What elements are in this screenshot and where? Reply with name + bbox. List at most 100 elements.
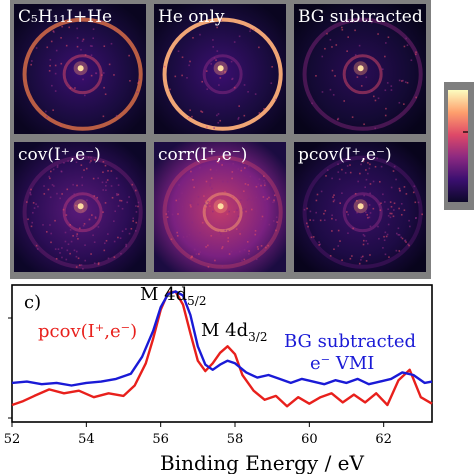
- noise-speck: [205, 180, 208, 183]
- colorbar-gradient: [448, 90, 468, 202]
- detector-ring: [22, 155, 143, 269]
- noise-speck: [266, 198, 269, 200]
- noise-speck: [346, 165, 349, 167]
- noise-speck: [232, 162, 234, 165]
- noise-speck: [331, 230, 333, 232]
- noise-speck: [62, 208, 65, 211]
- noise-speck: [206, 88, 209, 91]
- noise-speck: [354, 192, 357, 195]
- noise-speck: [115, 192, 118, 195]
- noise-speck: [381, 68, 384, 71]
- noise-speck: [36, 248, 39, 250]
- noise-speck: [404, 81, 407, 83]
- noise-speck: [378, 237, 380, 240]
- noise-speck: [221, 155, 224, 158]
- noise-speck: [117, 184, 120, 186]
- noise-speck: [306, 207, 308, 210]
- noise-speck: [26, 201, 28, 203]
- binding-energy-chart: 52 54 56 58 60 62 c) M 4d5/2 M 4d3/2 pcov(I⁺,…: [4, 284, 433, 474]
- noise-speck: [35, 203, 37, 205]
- noise-speck: [82, 210, 84, 212]
- noise-speck: [331, 46, 333, 48]
- noise-speck: [51, 184, 54, 186]
- noise-speck: [136, 91, 139, 93]
- noise-speck: [204, 203, 206, 205]
- noise-speck: [219, 119, 222, 122]
- vmi-panel: corr(I⁺,e⁻): [154, 142, 286, 272]
- noise-speck: [390, 85, 393, 87]
- noise-speck: [398, 187, 401, 190]
- noise-speck: [77, 257, 80, 260]
- noise-speck: [365, 260, 368, 262]
- noise-speck: [402, 79, 404, 82]
- noise-speck: [75, 204, 77, 207]
- noise-speck: [84, 94, 86, 97]
- noise-speck: [247, 184, 249, 186]
- noise-speck: [390, 205, 393, 208]
- noise-speck: [376, 157, 379, 160]
- noise-speck: [372, 180, 375, 183]
- noise-speck: [85, 167, 88, 170]
- noise-speck: [206, 204, 208, 206]
- noise-speck: [257, 183, 260, 186]
- noise-speck: [190, 170, 192, 173]
- noise-speck: [367, 162, 369, 164]
- noise-speck: [50, 241, 52, 244]
- noise-speck: [163, 65, 166, 68]
- noise-speck: [239, 233, 241, 235]
- noise-speck: [367, 172, 369, 175]
- noise-speck: [384, 201, 386, 203]
- noise-speck: [115, 177, 118, 180]
- noise-speck: [199, 33, 201, 36]
- noise-speck: [335, 219, 337, 221]
- noise-speck: [415, 51, 417, 54]
- noise-speck: [101, 74, 103, 76]
- noise-speck: [100, 20, 103, 23]
- noise-speck: [235, 228, 238, 230]
- noise-speck: [241, 230, 243, 233]
- center-spot: [357, 65, 364, 72]
- noise-speck: [227, 240, 229, 243]
- noise-speck: [52, 168, 55, 171]
- noise-speck: [331, 217, 333, 220]
- noise-speck: [50, 40, 53, 43]
- noise-speck: [59, 252, 61, 254]
- noise-speck: [249, 30, 251, 33]
- noise-speck: [408, 219, 410, 222]
- noise-speck: [236, 209, 238, 212]
- noise-speck: [182, 236, 185, 238]
- noise-speck: [54, 90, 57, 92]
- noise-speck: [75, 161, 78, 164]
- noise-speck: [48, 175, 50, 178]
- noise-speck: [61, 25, 63, 28]
- noise-speck: [83, 169, 85, 171]
- noise-speck: [405, 37, 407, 40]
- noise-speck: [326, 169, 329, 171]
- noise-speck: [365, 240, 368, 242]
- noise-speck: [305, 222, 308, 225]
- noise-speck: [66, 188, 69, 191]
- noise-speck: [344, 172, 347, 174]
- noise-speck: [243, 248, 246, 251]
- noise-speck: [93, 262, 96, 265]
- noise-speck: [120, 252, 122, 255]
- noise-speck: [369, 192, 371, 195]
- noise-speck: [255, 210, 258, 212]
- noise-speck: [104, 202, 107, 204]
- noise-speck: [128, 232, 131, 235]
- noise-speck: [76, 184, 78, 187]
- noise-speck: [354, 29, 356, 32]
- noise-speck: [272, 220, 275, 222]
- noise-speck: [90, 74, 93, 77]
- noise-speck: [55, 49, 58, 52]
- noise-speck: [417, 201, 420, 204]
- noise-speck: [80, 264, 83, 266]
- noise-speck: [213, 57, 216, 59]
- noise-speck: [368, 167, 371, 170]
- noise-speck: [240, 167, 243, 169]
- noise-speck: [412, 191, 415, 194]
- noise-speck: [137, 205, 139, 208]
- noise-speck: [174, 75, 177, 78]
- noise-speck: [192, 178, 194, 181]
- noise-speck: [204, 200, 207, 202]
